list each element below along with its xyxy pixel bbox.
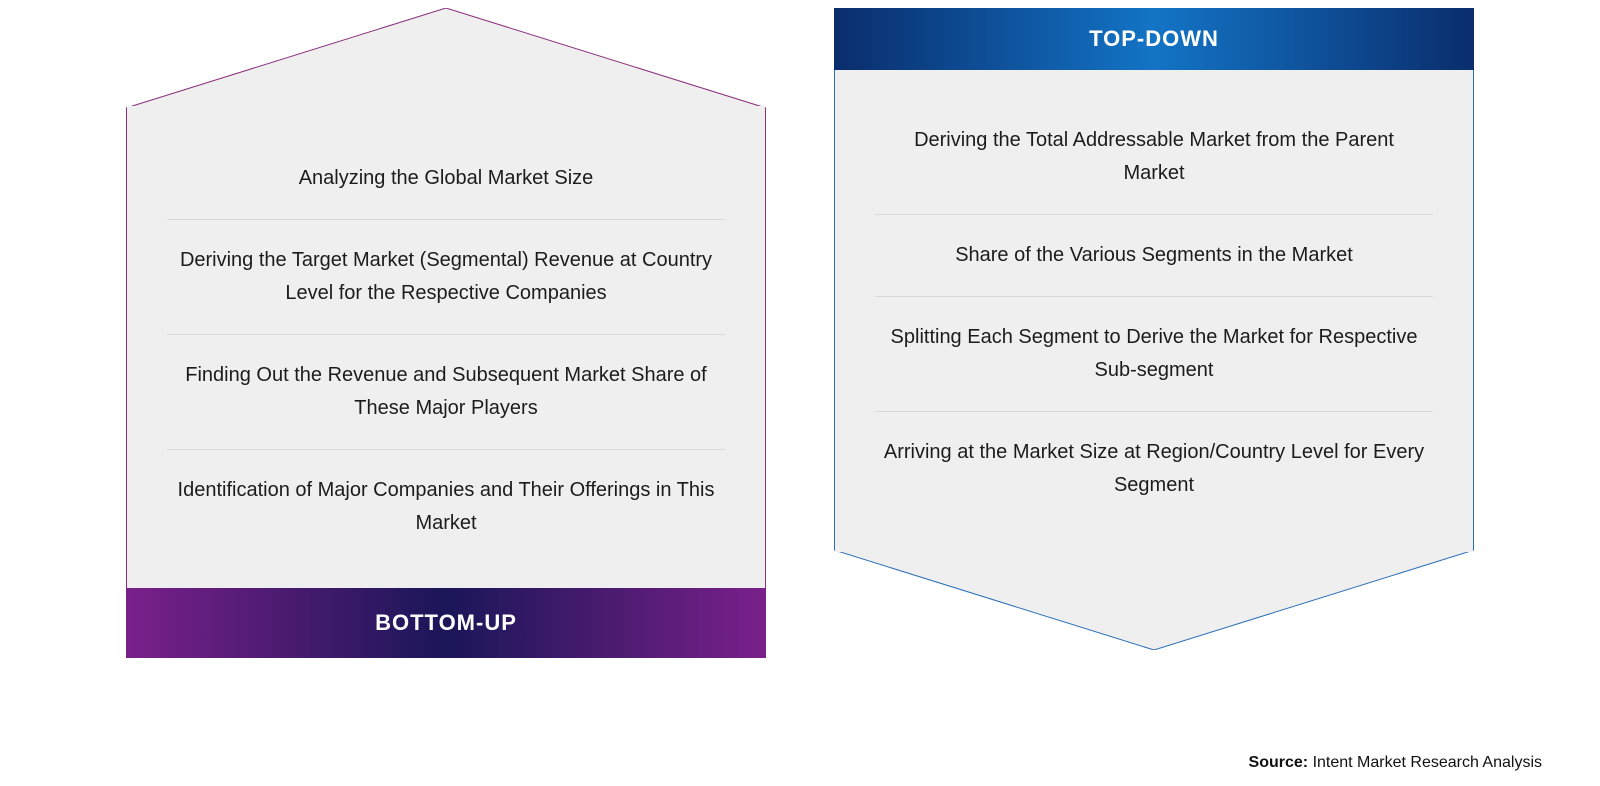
list-item: Arriving at the Market Size at Region/Co… — [875, 411, 1433, 526]
list-item: Finding Out the Revenue and Subsequent M… — [167, 334, 725, 449]
bottom-up-panel: Analyzing the Global Market Size Derivin… — [126, 8, 766, 658]
list-item: Deriving the Total Addressable Market fr… — [875, 100, 1433, 214]
source-text: Intent Market Research Analysis — [1313, 754, 1542, 771]
bottom-up-body: Analyzing the Global Market Size Derivin… — [126, 108, 766, 588]
list-item: Analyzing the Global Market Size — [167, 138, 725, 219]
bottom-up-title: BOTTOM-UP — [375, 610, 517, 636]
top-down-panel: TOP-DOWN Deriving the Total Addressable … — [834, 8, 1474, 658]
list-item: Identification of Major Companies and Th… — [167, 449, 725, 564]
bottom-up-banner: BOTTOM-UP — [126, 588, 766, 658]
list-item: Deriving the Target Market (Segmental) R… — [167, 219, 725, 334]
top-down-title: TOP-DOWN — [1089, 26, 1219, 52]
list-item: Splitting Each Segment to Derive the Mar… — [875, 296, 1433, 411]
top-down-vee-icon — [834, 550, 1474, 650]
source-label: Source: — [1249, 754, 1309, 771]
bottom-up-roof-icon — [126, 8, 766, 108]
top-down-body: Deriving the Total Addressable Market fr… — [834, 70, 1474, 550]
top-down-banner: TOP-DOWN — [834, 8, 1474, 70]
list-item: Share of the Various Segments in the Mar… — [875, 214, 1433, 296]
source-line: Source: Intent Market Research Analysis — [1249, 754, 1542, 772]
infographic-wrap: Analyzing the Global Market Size Derivin… — [0, 0, 1600, 658]
